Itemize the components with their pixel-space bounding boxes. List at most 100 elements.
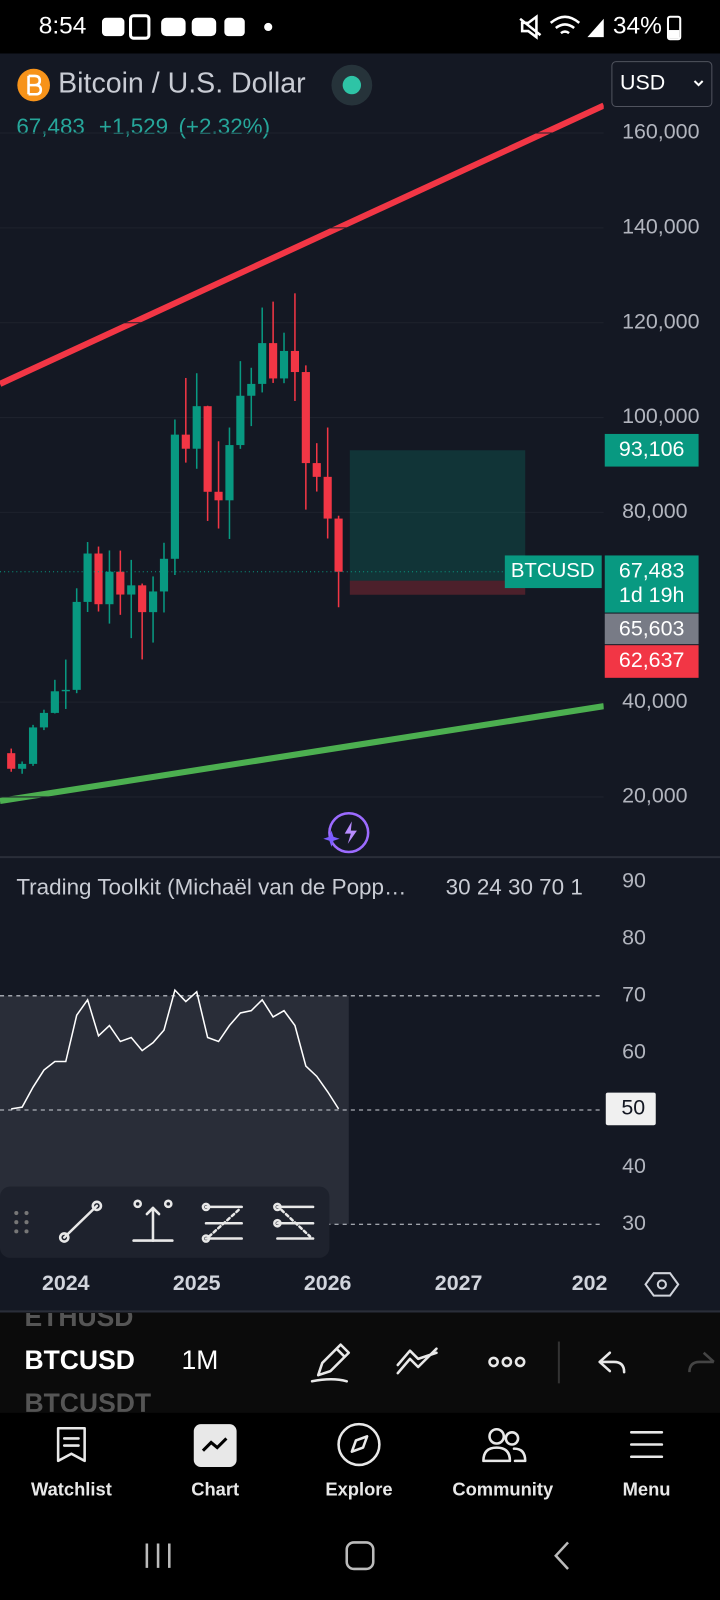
y-tick-label: 40,000 xyxy=(622,689,688,713)
symbol-title: Bitcoin / U.S. Dollar xyxy=(58,68,306,100)
recents-button[interactable] xyxy=(145,1543,171,1568)
x-tick-label: 2027 xyxy=(435,1271,483,1295)
x-tick-label: 2026 xyxy=(304,1271,352,1295)
entry-label-box xyxy=(604,613,699,645)
candle-body xyxy=(290,350,300,373)
currency-select[interactable] xyxy=(611,61,713,108)
draw-button[interactable] xyxy=(310,1343,351,1383)
prev-symbol[interactable]: ETHUSD xyxy=(24,1302,133,1332)
last-value-label: 50 xyxy=(621,1096,645,1120)
nav-label[interactable]: Watchlist xyxy=(31,1478,112,1499)
undo-button[interactable] xyxy=(598,1351,626,1374)
candle-body xyxy=(312,463,321,477)
indicator-title[interactable]: Trading Toolkit (Michaël van de Popp… xyxy=(16,875,406,900)
y-tick-label: 70 xyxy=(622,982,646,1006)
interval[interactable]: 1M xyxy=(182,1345,219,1375)
candle-body xyxy=(7,753,16,769)
last-price-label: 67,483 xyxy=(619,558,684,582)
chart-glyph xyxy=(201,1437,228,1452)
candle-body xyxy=(192,406,201,449)
last-value-box xyxy=(605,1092,656,1126)
symbol-tag-box xyxy=(504,555,602,589)
symbol[interactable]: BTCUSD xyxy=(24,1345,134,1375)
candle-body xyxy=(247,383,256,396)
home-button[interactable] xyxy=(345,1541,375,1571)
next-symbol[interactable]: BTCUSDT xyxy=(24,1388,151,1418)
candle-body xyxy=(225,445,234,501)
candle-body xyxy=(181,434,190,449)
candle-body xyxy=(105,571,114,605)
measure-tool[interactable] xyxy=(132,1199,174,1242)
symbol-tag: BTCUSD xyxy=(511,560,595,582)
candle-body xyxy=(28,727,38,764)
stop-label-box xyxy=(604,645,699,678)
y-tick-label: 40 xyxy=(622,1154,646,1178)
currency: USD xyxy=(620,71,665,95)
target-label-box xyxy=(604,433,699,467)
redo-button[interactable] xyxy=(688,1351,715,1373)
community-icon xyxy=(482,1427,527,1463)
countdown: 1d 19h xyxy=(619,583,684,607)
price-plot xyxy=(0,102,604,805)
drag-handle xyxy=(14,1210,29,1234)
candle-body xyxy=(279,350,289,379)
settings-button[interactable] xyxy=(644,1272,680,1297)
trend-line-lower[interactable] xyxy=(0,703,604,805)
y-tick-label: 120,000 xyxy=(622,309,699,333)
candle-body xyxy=(301,372,310,464)
symbol-picker: ETHUSD BTCUSDT xyxy=(24,1302,151,1418)
back-button[interactable] xyxy=(554,1541,569,1570)
watchlist-icon xyxy=(56,1426,86,1463)
coin-glyph xyxy=(27,74,43,96)
indicators-button[interactable] xyxy=(396,1347,438,1375)
market-status-dot xyxy=(342,75,362,95)
indicator-pane xyxy=(0,988,600,1225)
channel-tool[interactable] xyxy=(273,1202,315,1240)
more-button[interactable] xyxy=(488,1356,526,1368)
trend-line-upper[interactable] xyxy=(0,102,604,387)
settings-dot xyxy=(656,1279,667,1290)
x-tick-label: 202 xyxy=(572,1271,608,1295)
indicator-line xyxy=(11,988,340,1110)
notification-icons xyxy=(101,14,273,40)
fib-tool[interactable] xyxy=(201,1202,243,1243)
clock: 8:54 xyxy=(39,12,87,39)
position-profit-zone[interactable] xyxy=(349,450,526,581)
x-tick-label: 2024 xyxy=(42,1271,90,1295)
target-label: 93,106 xyxy=(619,437,684,461)
candle-body xyxy=(159,558,169,592)
nav-label[interactable]: Community xyxy=(452,1478,554,1499)
chart-area xyxy=(0,53,720,1311)
y-tick-label: 100,000 xyxy=(622,404,699,428)
candle-body xyxy=(83,553,92,602)
trend-line-tool[interactable] xyxy=(58,1200,103,1243)
y-tick-label: 160,000 xyxy=(622,120,699,144)
indicator-params: 30 24 30 70 1 xyxy=(446,875,583,900)
candle-body xyxy=(39,712,49,728)
nav-label[interactable]: Menu xyxy=(623,1478,671,1499)
candle-body xyxy=(214,491,223,501)
last-price-label-box xyxy=(604,555,699,613)
position-loss-zone[interactable] xyxy=(349,580,526,595)
last-price: 67,483 xyxy=(16,114,85,139)
nav-labels: Watchlist Chart Explore Community Menu xyxy=(31,1478,671,1499)
y-tick-label: 30 xyxy=(622,1211,646,1235)
change-percent: (+2.32%) xyxy=(178,114,270,139)
candle-body xyxy=(258,343,267,384)
nav-label[interactable]: Explore xyxy=(325,1478,392,1499)
candle-body xyxy=(323,476,332,519)
candle-body xyxy=(334,518,343,572)
nav-label[interactable]: Chart xyxy=(191,1478,239,1499)
system-nav xyxy=(145,1541,569,1571)
stop-label: 62,637 xyxy=(619,648,684,672)
candle-body xyxy=(61,689,70,692)
candle-body xyxy=(138,585,147,613)
menu-icon xyxy=(630,1431,664,1459)
entry-label: 65,603 xyxy=(619,617,684,641)
candle-body xyxy=(269,343,278,379)
candle-body xyxy=(236,395,245,446)
drawing-toolbar xyxy=(0,1186,330,1258)
candle-body xyxy=(127,585,136,595)
